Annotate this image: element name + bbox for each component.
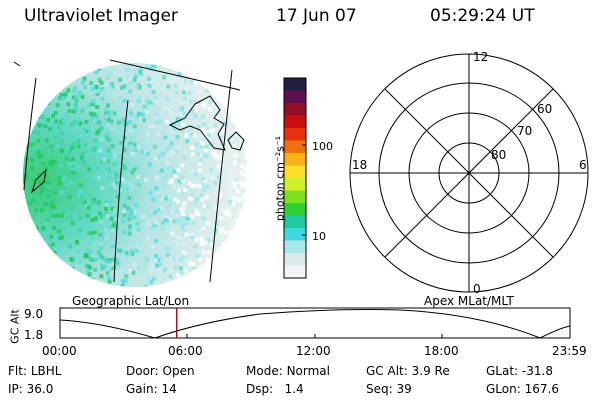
status-glon: GLon: 167.6: [486, 382, 559, 396]
latlon-grid-line: [109, 59, 241, 91]
status-filter: Flt: LBHL: [8, 364, 62, 378]
lat-label-70: 70: [517, 124, 532, 138]
polar-diag-2: [384, 88, 554, 258]
coastline: [13, 61, 21, 67]
timeline-plot: [59, 307, 571, 339]
status-ip: IP: 36.0: [8, 382, 54, 396]
latlon-grid-line: [113, 99, 129, 283]
latlon-grid-line: [209, 69, 233, 283]
coastline: [227, 131, 245, 151]
latlon-grid-line: [23, 77, 37, 191]
status-mode: Mode: Normal: [246, 364, 330, 378]
colorbar-tick-100: 100: [312, 140, 333, 153]
mlt-label-12: 12: [473, 50, 488, 64]
mlt-label-6: 6: [579, 158, 587, 172]
instrument-title: Ultraviolet Imager: [24, 6, 178, 26]
timeline-right-title: Apex MLat/MLT: [424, 294, 514, 308]
polar-plot: 12 18 6 0 60 70 80: [349, 50, 589, 296]
colorbar: 100 10: [283, 77, 333, 279]
uv-image: [13, 59, 247, 287]
colorbar-unit-label: photon cm⁻²s⁻¹: [273, 135, 287, 222]
timeline-ymax: 9.0: [24, 307, 44, 321]
lat-label-80: 80: [491, 148, 506, 162]
timeline-left-title: Geographic Lat/Lon: [72, 294, 190, 308]
status-gc-alt: GC Alt: 3.9 Re: [366, 364, 450, 378]
status-dsp: Dsp: 1.4: [246, 382, 304, 396]
colorbar-gradient: [284, 78, 306, 279]
status-glat: GLat: -31.8: [486, 364, 553, 378]
time-label: 05:29:24 UT: [430, 6, 535, 26]
lat-label-60: 60: [537, 102, 552, 116]
mlt-label-0: 0: [473, 282, 481, 296]
timeline-tick-label-0: 00:00: [42, 344, 77, 358]
date-label: 17 Jun 07: [276, 6, 357, 26]
status-door: Door: Open: [126, 364, 195, 378]
timeline-tick-label-2: 12:00: [296, 344, 331, 358]
coastline: [168, 95, 226, 151]
timeline-ylabel: GC Alt: [8, 309, 22, 344]
timeline-tick-label-3: 18:00: [424, 344, 459, 358]
colorbar-tick-10: 10: [312, 230, 326, 243]
mlt-label-18: 18: [352, 158, 367, 172]
status-gain: Gain: 14: [126, 382, 177, 396]
timeline-tick-label-1: 06:00: [168, 344, 203, 358]
coastline: [30, 168, 47, 194]
altitude-curve: [59, 309, 571, 339]
timeline-ymin: 1.8: [24, 328, 44, 342]
status-seq: Seq: 39: [366, 382, 412, 396]
timeline-tick-label-4: 23:59: [552, 344, 587, 358]
